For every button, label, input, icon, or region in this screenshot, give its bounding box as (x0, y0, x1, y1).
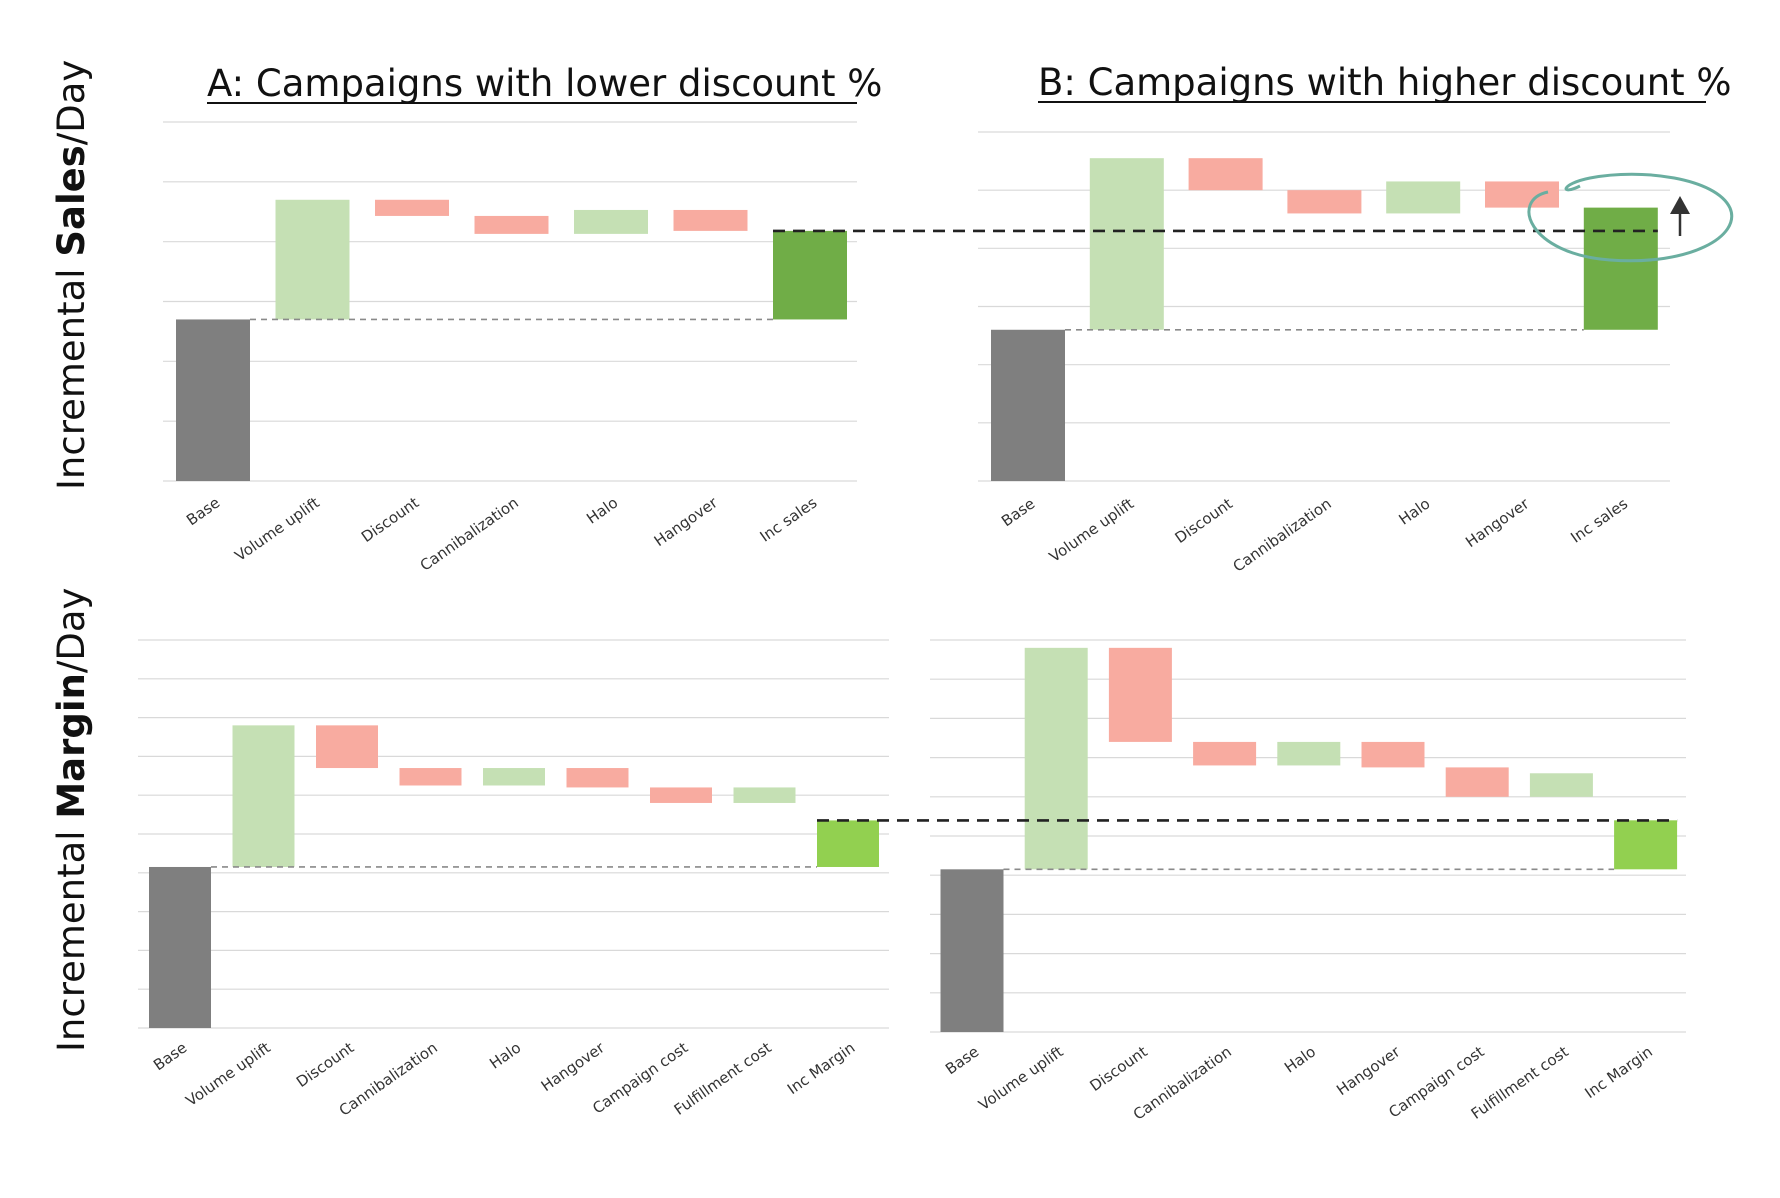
tick-label: Hangover (1333, 1042, 1404, 1099)
bar-fulfillment-cost (1529, 773, 1593, 797)
bar-hangover (566, 768, 629, 788)
tick-label: Inc sales (757, 493, 821, 545)
up-arrow-icon (1670, 196, 1690, 214)
chart-sales-a: Base Volume uplift DiscountCannibalization… (163, 121, 857, 575)
tick-label: Hangover (538, 1038, 609, 1095)
tick-label: Discount (1172, 494, 1236, 547)
bar-halo (1386, 181, 1461, 214)
bar-cannibalization (399, 768, 462, 786)
bar-cannibalization (1193, 741, 1257, 766)
tick-label: Volume uplift (232, 493, 323, 564)
tick-label: Discount (358, 493, 422, 546)
chart-sales-b: Base Volume uplift DiscountCannibalization… (978, 131, 1670, 576)
tick-label: Volume uplift (183, 1038, 274, 1109)
tick-label: Discount (1086, 1042, 1150, 1095)
tick-label: Volume uplift (1046, 494, 1137, 565)
bar-discount (1108, 647, 1172, 742)
bar-halo (483, 768, 545, 786)
tick-label: Hangover (651, 493, 722, 550)
title-b: B: Campaigns with higher discount % (1038, 61, 1732, 104)
tick-label: Base (150, 1039, 190, 1075)
row-label-margin-suffix: /Day (50, 588, 93, 674)
tick-label: Base (942, 1043, 982, 1079)
row-label-sales-suffix: /Day (50, 60, 93, 146)
bar-discount (316, 725, 378, 769)
bar-campaign-cost (1445, 767, 1509, 797)
tick-label: Hangover (1462, 494, 1533, 551)
row-label-sales-bold: Sales (50, 145, 93, 256)
tick-label: Inc sales (1567, 494, 1631, 546)
tick-label: Cannibalization (417, 494, 522, 575)
bar-discount (375, 199, 449, 216)
bar-hangover (673, 209, 748, 231)
bar-base (149, 866, 211, 1028)
bar-fulfillment-cost (733, 787, 796, 803)
bar-inc-margin (817, 820, 879, 867)
tick-label: Inc Margin (1582, 1043, 1656, 1103)
highlight-ellipse (1527, 172, 1734, 263)
tick-label: Discount (293, 1038, 357, 1091)
highlight-annotation (1527, 172, 1734, 263)
row-label-sales: Incremental Sales/Day (50, 60, 93, 490)
bar-halo (1277, 741, 1341, 766)
tick-label: Halo (583, 494, 621, 528)
tick-label: Volume uplift (975, 1042, 1066, 1113)
bar-cannibalization (1287, 190, 1362, 214)
bar-hangover (1361, 741, 1425, 768)
tick-label: Base (998, 495, 1038, 531)
tick-label: Cannibalization (1230, 495, 1335, 576)
bar-inc-sales (1583, 207, 1658, 330)
row-label-sales-prefix: Incremental (50, 257, 93, 490)
bar-volume-uplift (1089, 158, 1164, 330)
tick-label: Halo (486, 1039, 524, 1073)
bar-volume-uplift (275, 199, 350, 320)
bar-discount (1188, 158, 1263, 191)
bar-base (991, 329, 1065, 481)
bar-base (176, 319, 250, 481)
bar-campaign-cost (650, 787, 712, 803)
tick-label: Base (183, 494, 223, 530)
bar-halo (574, 209, 648, 234)
row-label-margin-prefix: Incremental (50, 819, 93, 1052)
bar-cannibalization (474, 215, 549, 234)
row-label-margin: Incremental Margin/Day (50, 588, 93, 1052)
tick-label: Halo (1395, 495, 1433, 529)
bar-hangover (1485, 181, 1559, 208)
tick-label: Halo (1281, 1043, 1319, 1077)
bar-inc-sales (773, 230, 847, 320)
bar-volume-uplift (232, 725, 295, 867)
row-label-margin-bold: Margin (50, 673, 93, 819)
bar-inc-margin (1614, 820, 1678, 870)
bar-base (940, 869, 1004, 1032)
tick-label: Inc Margin (784, 1039, 858, 1099)
title-a: A: Campaigns with lower discount % (207, 62, 882, 105)
bar-volume-uplift (1024, 647, 1088, 870)
